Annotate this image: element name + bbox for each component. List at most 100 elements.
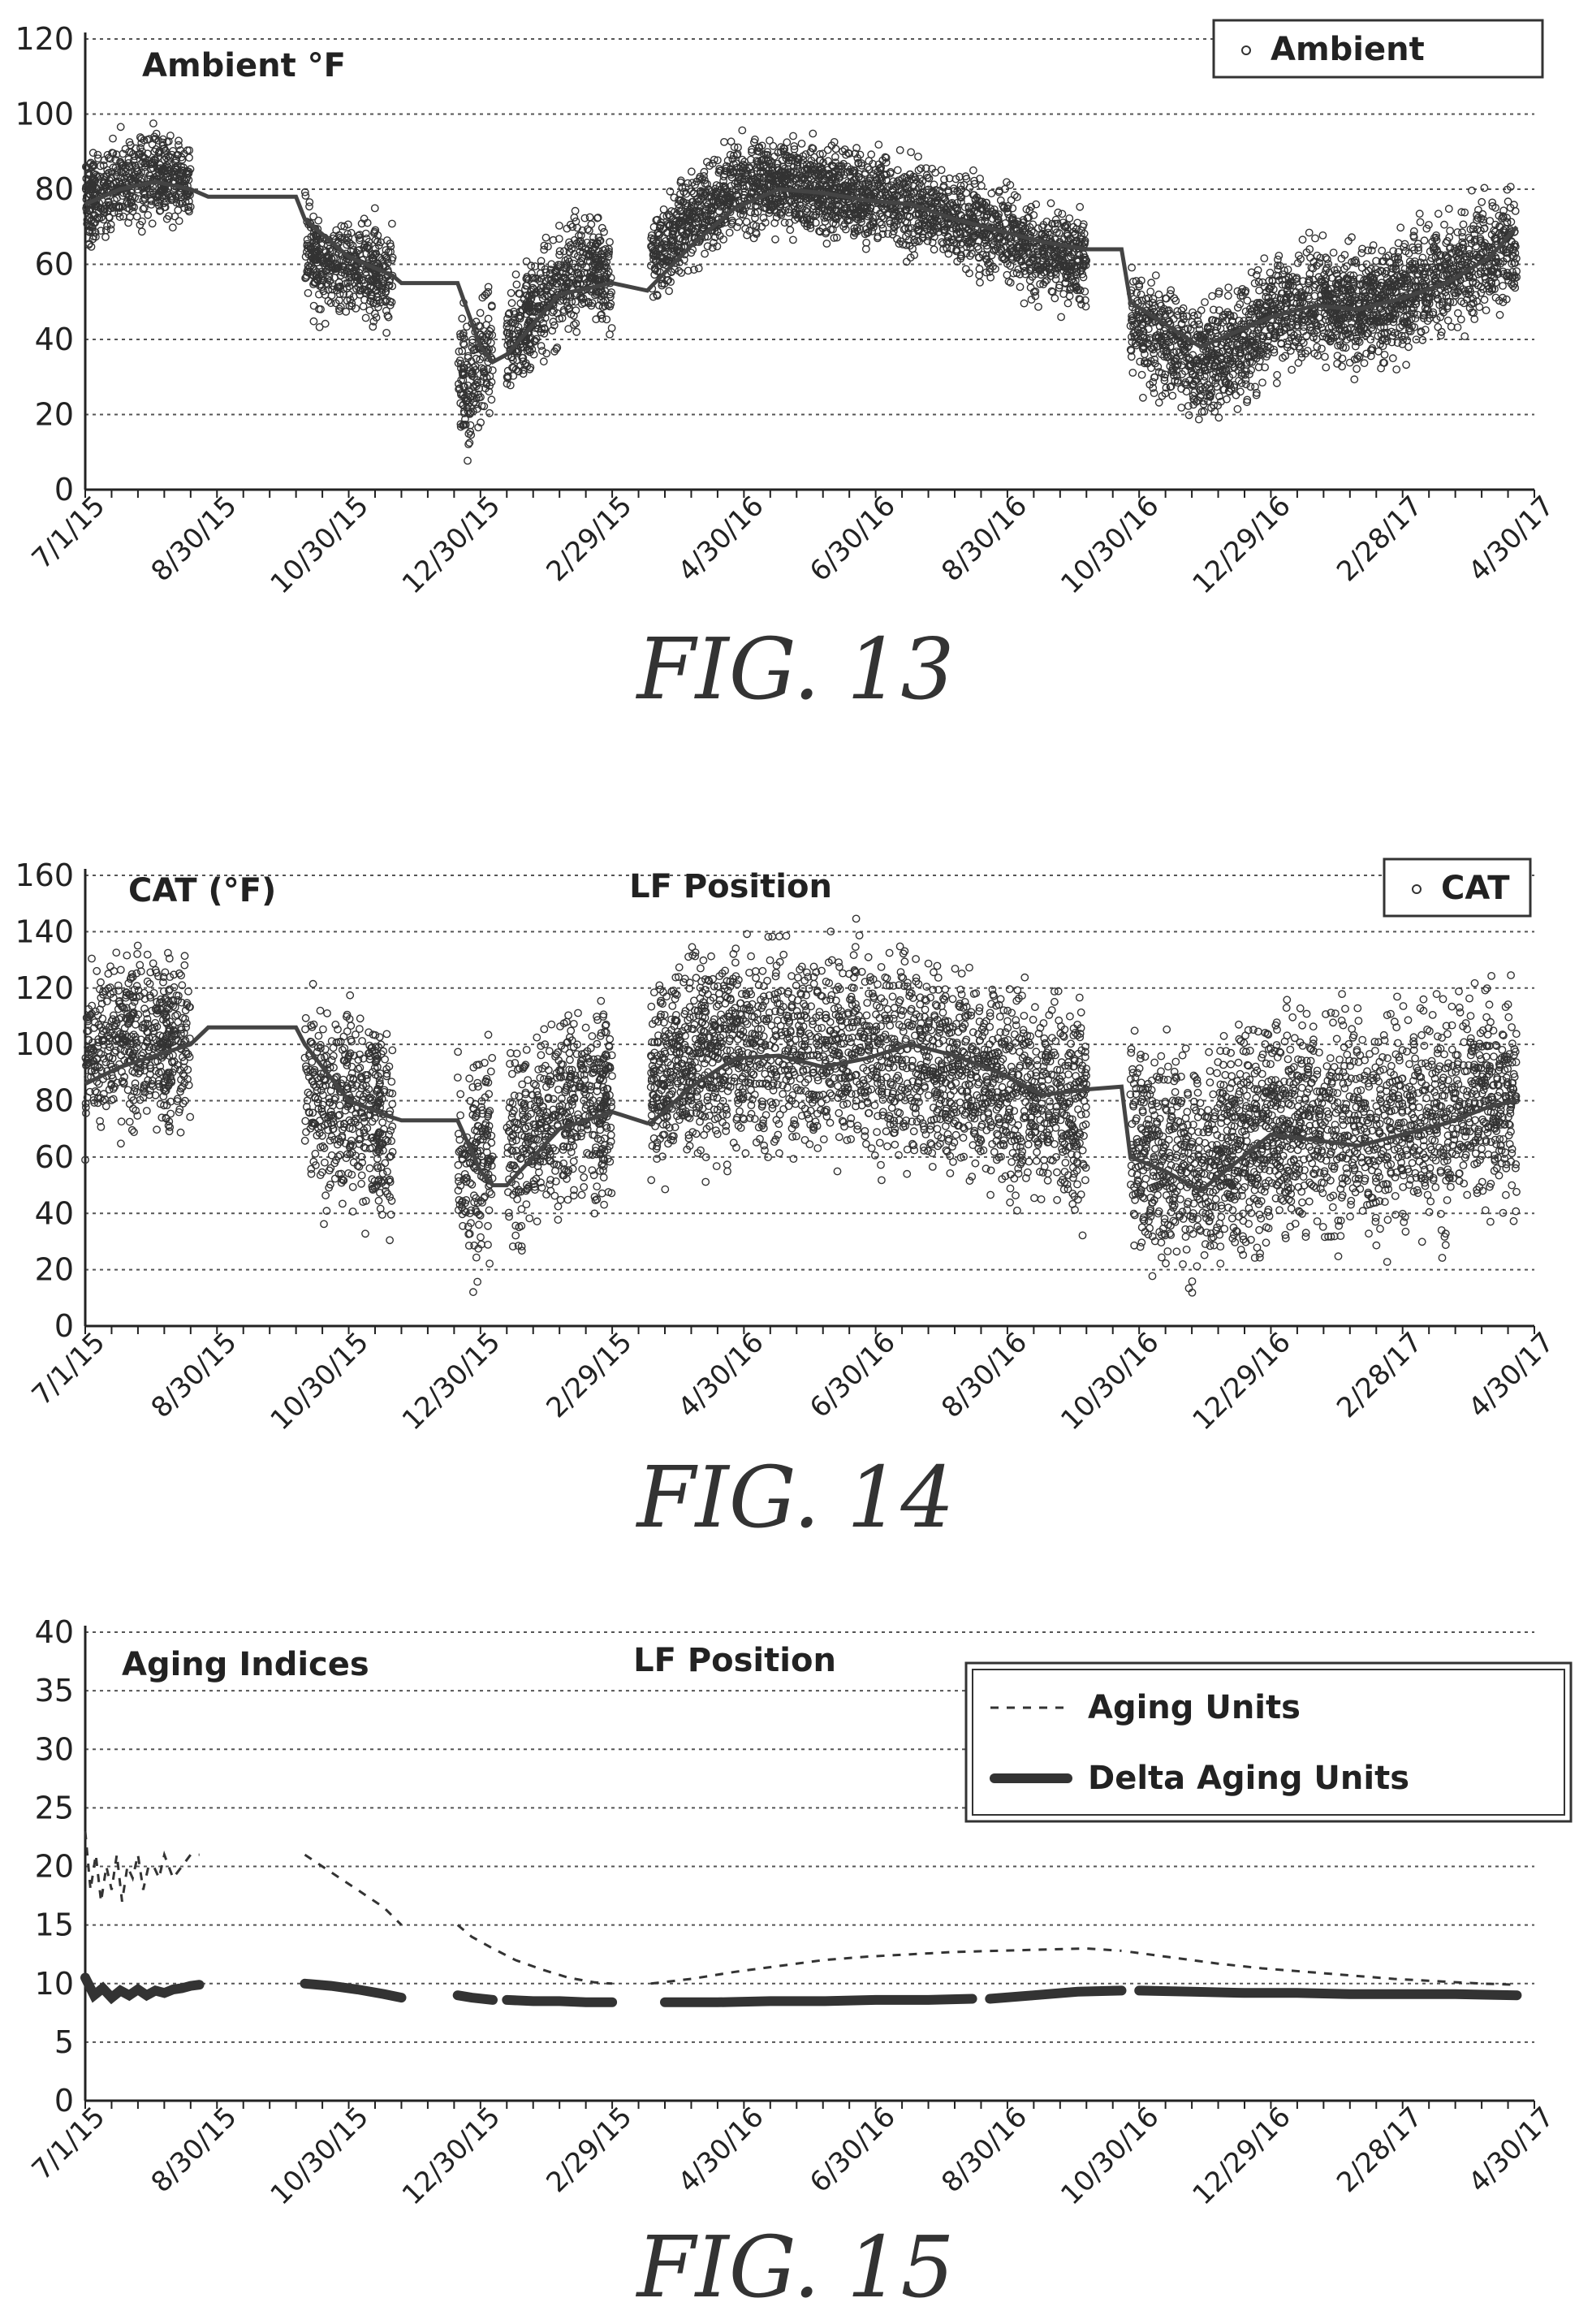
data-point	[174, 205, 183, 214]
data-point	[459, 369, 468, 378]
data-point	[565, 278, 574, 287]
data-point	[541, 313, 550, 322]
data-point	[549, 235, 558, 244]
data-point	[372, 272, 381, 281]
data-point	[115, 204, 124, 213]
data-point	[1465, 304, 1474, 313]
data-point	[482, 289, 491, 298]
data-point	[456, 422, 465, 431]
data-point	[544, 242, 552, 251]
data-point	[83, 163, 91, 172]
data-point	[354, 273, 363, 281]
data-point	[1201, 298, 1209, 306]
data-point	[378, 283, 386, 292]
x-tick-label: 10/30/16	[1055, 490, 1165, 600]
data-point	[469, 382, 477, 391]
data-point	[537, 269, 545, 278]
data-point	[529, 274, 537, 283]
data-point	[665, 287, 673, 296]
data-point	[470, 373, 478, 381]
data-point	[789, 235, 797, 244]
data-point	[164, 156, 172, 165]
data-point	[162, 197, 170, 206]
data-point	[570, 321, 578, 329]
data-point	[124, 199, 133, 208]
data-point	[385, 281, 393, 289]
data-point	[88, 149, 97, 158]
data-point	[118, 161, 127, 170]
data-point	[139, 188, 148, 197]
data-point	[144, 210, 153, 219]
data-point	[476, 309, 485, 317]
data-point	[119, 149, 127, 158]
y-tick-label: 100	[15, 97, 74, 132]
data-point	[1392, 365, 1401, 374]
data-point	[914, 152, 922, 161]
data-point	[1147, 279, 1156, 287]
data-point	[606, 330, 614, 339]
data-point	[540, 241, 549, 250]
data-point	[549, 317, 558, 326]
data-point	[179, 163, 188, 172]
data-point	[586, 241, 595, 250]
data-point	[124, 155, 133, 164]
data-point	[309, 280, 317, 288]
data-point	[1247, 365, 1256, 374]
data-point	[538, 347, 546, 355]
data-point	[474, 423, 482, 432]
data-point	[162, 214, 171, 223]
y-tick-label: 80	[35, 171, 74, 207]
data-point	[598, 246, 607, 255]
data-point	[465, 438, 474, 447]
data-point	[307, 244, 316, 253]
data-point	[607, 324, 616, 332]
data-point	[326, 247, 334, 256]
data-point	[382, 253, 390, 262]
x-tick-label: 8/30/16	[935, 490, 1033, 588]
data-point	[128, 192, 137, 201]
data-point	[560, 247, 568, 256]
data-point	[540, 329, 549, 338]
data-point	[99, 161, 108, 170]
data-point	[535, 305, 544, 313]
data-point	[369, 317, 378, 326]
data-point	[1459, 220, 1468, 229]
data-point	[1054, 208, 1063, 217]
data-point	[1154, 398, 1163, 407]
data-point	[158, 138, 167, 147]
data-point	[542, 349, 551, 358]
data-point	[175, 136, 183, 145]
data-point	[588, 299, 597, 307]
data-point	[570, 235, 579, 244]
data-point	[606, 302, 615, 311]
data-point	[464, 381, 472, 390]
data-point	[507, 288, 516, 297]
data-point	[86, 191, 95, 199]
data-point	[300, 188, 309, 197]
data-point	[786, 226, 795, 235]
data-point	[177, 153, 186, 162]
data-point	[186, 202, 195, 211]
data-point	[121, 145, 130, 153]
data-point	[321, 319, 330, 328]
data-point	[485, 326, 494, 335]
data-point	[365, 244, 373, 253]
data-point	[507, 299, 516, 308]
data-point	[741, 224, 750, 233]
data-point	[460, 408, 468, 417]
data-point	[317, 270, 326, 279]
data-point	[598, 223, 606, 232]
y-tick-label: 120	[15, 21, 74, 57]
data-point	[360, 279, 369, 287]
data-point	[505, 324, 513, 332]
data-point	[153, 193, 162, 202]
data-point	[345, 269, 354, 278]
data-point	[356, 234, 365, 243]
data-point	[372, 249, 381, 257]
data-point	[468, 392, 477, 401]
data-point	[593, 214, 602, 222]
data-point	[1232, 391, 1240, 400]
data-point	[1453, 323, 1462, 331]
